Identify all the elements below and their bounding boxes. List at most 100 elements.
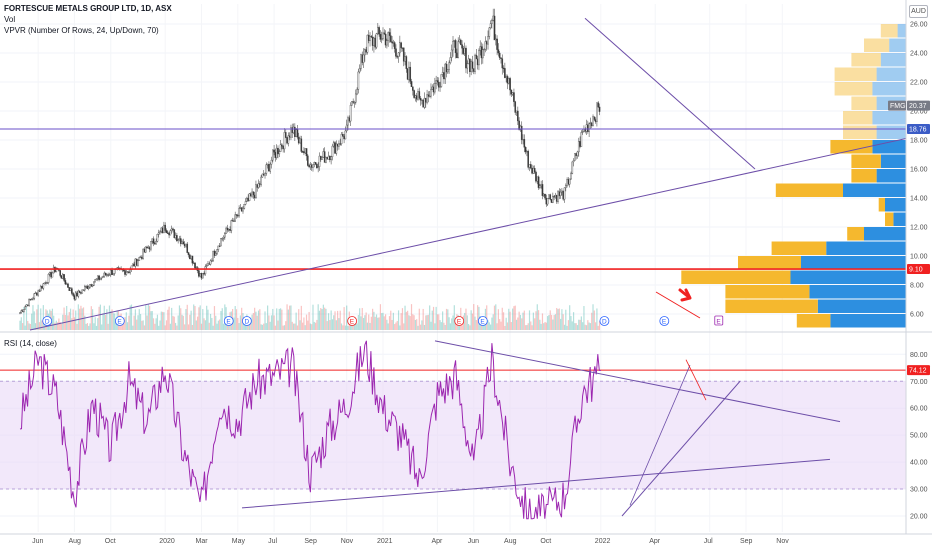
candle-body [186, 243, 189, 253]
volume-bar [168, 306, 170, 330]
volume-bar [110, 311, 112, 330]
volume-bar [72, 309, 74, 330]
candle-body [448, 62, 450, 70]
rsi-ascending-trendline [241, 458, 831, 509]
candle-body [415, 95, 418, 100]
volume-bar [434, 323, 436, 330]
candle-body [513, 92, 515, 102]
candle-body [423, 98, 426, 108]
volume-bar [473, 304, 475, 330]
candle-body [596, 102, 598, 122]
candle-body [344, 130, 347, 140]
candle-body [461, 44, 463, 49]
rsi-legend-label[interactable]: RSI (14, close) [4, 339, 57, 348]
symbol-tag: FMG [890, 103, 906, 110]
candle-body [313, 162, 316, 165]
volume-bar [67, 315, 69, 330]
candle-body [39, 286, 42, 292]
volume-bar [549, 310, 551, 330]
symbol-title[interactable]: FORTESCUE METALS GROUP LTD, 1D, ASX [4, 4, 172, 13]
volume-bar [174, 322, 177, 330]
candle-body [485, 41, 488, 45]
candle-body [533, 168, 536, 173]
candle-body [504, 68, 506, 78]
candle-body [85, 286, 87, 288]
candle-body [414, 95, 417, 98]
candle-body [304, 148, 307, 154]
candle-body [470, 61, 472, 72]
candle-body [36, 292, 38, 296]
candle-body [107, 274, 109, 276]
candle-body [378, 27, 380, 35]
volume-bar [399, 325, 401, 330]
candle-body [432, 86, 435, 93]
volume-bar [343, 307, 345, 330]
volume-bar [521, 318, 523, 330]
volume-bar [461, 325, 463, 330]
candle-body [100, 276, 103, 279]
volume-bar [273, 315, 275, 330]
candle-body [326, 157, 329, 160]
candle-body [539, 185, 541, 188]
candle-body [256, 184, 259, 188]
candle-body [45, 282, 47, 284]
volume-bar [560, 318, 562, 330]
volume-bar [213, 306, 216, 330]
candle-body [465, 47, 467, 69]
volume-bar [40, 308, 42, 330]
candle-body [375, 33, 378, 48]
candle-body [447, 69, 449, 73]
volume-bar [365, 312, 367, 330]
volume-bar [327, 313, 330, 330]
candle-body [561, 190, 563, 193]
candle-body [522, 139, 524, 141]
candle-body [554, 195, 557, 198]
volume-bar [133, 315, 135, 330]
earnings-marker [454, 316, 465, 326]
vpvr-down-bar [878, 198, 885, 212]
candle-body [38, 290, 41, 292]
candle-body [81, 289, 84, 294]
volume-bar [584, 324, 586, 330]
candle-body [135, 258, 138, 266]
candle-body [102, 276, 104, 278]
volume-bar [191, 324, 194, 330]
candle-body [318, 155, 321, 167]
candle-body [131, 263, 134, 267]
candle-body [314, 162, 317, 165]
candle-body [497, 49, 500, 54]
volume-bar [417, 325, 419, 330]
vpvr-down-bar [775, 183, 843, 197]
candle-body [564, 185, 567, 189]
volume-bar [598, 321, 601, 330]
volume-bar [27, 321, 29, 330]
candle-body [392, 42, 395, 44]
volume-bar [102, 313, 104, 330]
candle-body [34, 292, 37, 294]
volume-legend[interactable]: Vol [4, 15, 16, 24]
volume-bar [313, 321, 315, 330]
volume-bar [512, 308, 514, 330]
event-marker-label: D [244, 319, 249, 326]
candle-body [553, 196, 555, 198]
volume-bar [464, 312, 466, 330]
volume-bar [86, 323, 89, 330]
currency-label[interactable]: AUD [909, 5, 928, 18]
candle-body [152, 238, 155, 244]
candle-body [181, 241, 183, 244]
volume-bar [467, 324, 470, 330]
vpvr-up-bar [889, 38, 906, 52]
volume-bar [178, 305, 181, 330]
candle-body [566, 179, 568, 186]
volume-bar [525, 325, 527, 330]
candle-body [111, 269, 113, 275]
vpvr-legend[interactable]: VPVR (Number Of Rows, 24, Up/Down, 70) [4, 26, 159, 35]
candle-body [571, 161, 574, 174]
candle-body [157, 232, 160, 235]
candle-body [325, 157, 327, 163]
volume-bar [95, 325, 98, 330]
candle-body [535, 171, 537, 182]
volume-bar [316, 319, 318, 330]
vpvr-down-bar [880, 24, 898, 38]
price-tick-label: 16.00 [910, 167, 928, 174]
